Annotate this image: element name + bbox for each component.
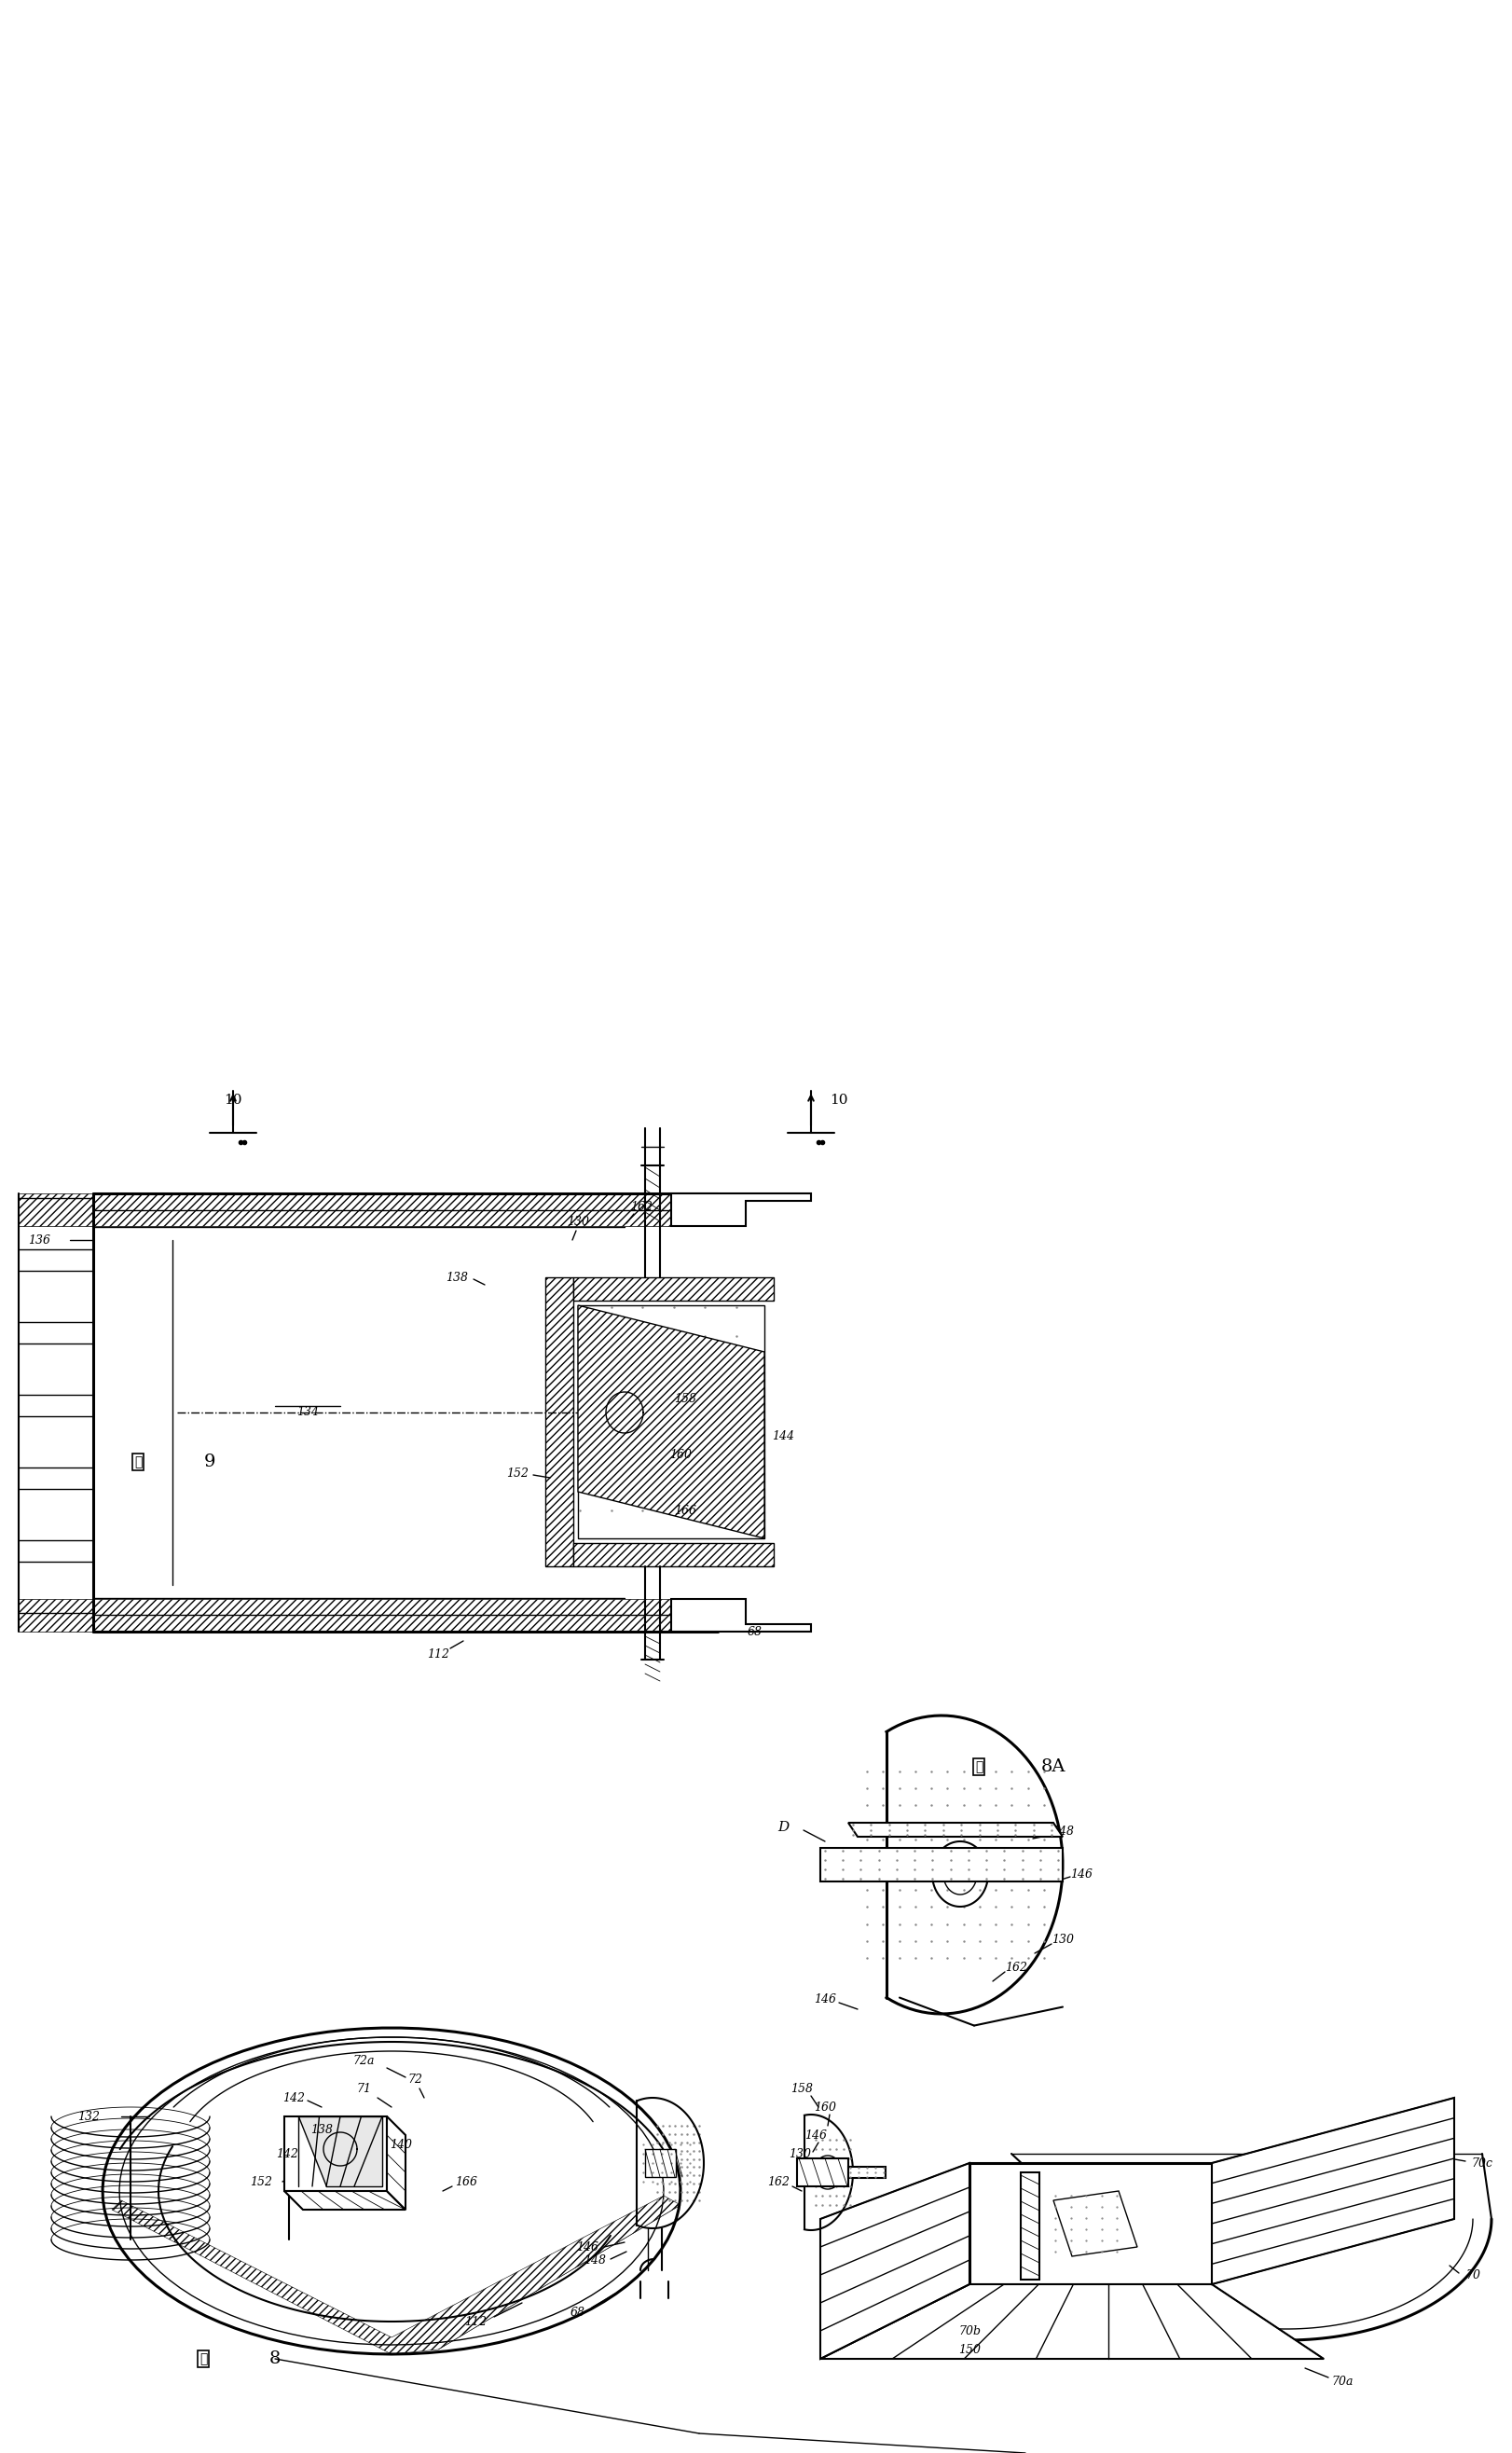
Polygon shape — [94, 1195, 671, 1226]
Text: 8A: 8A — [1042, 1759, 1066, 1776]
Text: 146: 146 — [576, 2242, 599, 2252]
Polygon shape — [112, 2195, 680, 2355]
Polygon shape — [671, 1195, 810, 1226]
Polygon shape — [18, 1599, 94, 1631]
Text: 136: 136 — [27, 1234, 50, 1246]
Text: 148: 148 — [584, 2254, 606, 2267]
Text: 112: 112 — [464, 2316, 487, 2328]
Polygon shape — [387, 2117, 405, 2210]
Text: 70a: 70a — [1332, 2377, 1353, 2389]
Text: 70b: 70b — [959, 2325, 981, 2338]
Text: 146: 146 — [813, 1994, 836, 2007]
Text: 8: 8 — [269, 2350, 281, 2367]
Text: 158: 158 — [674, 1393, 697, 1406]
Text: 152: 152 — [507, 1467, 529, 1479]
Text: 130: 130 — [789, 2149, 810, 2159]
Text: 166: 166 — [455, 2176, 478, 2188]
Text: 138: 138 — [310, 2124, 333, 2137]
Text: 146: 146 — [1070, 1867, 1093, 1879]
Text: 152: 152 — [249, 2176, 272, 2188]
Polygon shape — [546, 1278, 573, 1567]
Text: 70: 70 — [1465, 2269, 1480, 2281]
Polygon shape — [1021, 2173, 1039, 2279]
Text: 160: 160 — [670, 1447, 691, 1460]
Polygon shape — [1211, 2097, 1455, 2284]
Text: 10: 10 — [224, 1094, 242, 1106]
Polygon shape — [646, 2149, 676, 2176]
Polygon shape — [821, 1847, 1063, 1881]
Polygon shape — [848, 2166, 886, 2178]
Text: 70c: 70c — [1471, 2156, 1492, 2168]
Polygon shape — [18, 1195, 94, 1226]
Text: 166: 166 — [674, 1504, 697, 1516]
Polygon shape — [1054, 2191, 1137, 2257]
Polygon shape — [969, 2164, 1211, 2284]
Text: 162: 162 — [767, 2176, 789, 2188]
Polygon shape — [298, 2117, 383, 2186]
Text: 68: 68 — [570, 2306, 585, 2318]
Polygon shape — [578, 1305, 765, 1538]
Text: 146: 146 — [804, 2129, 827, 2141]
Text: 图: 图 — [200, 2352, 207, 2365]
Polygon shape — [573, 1543, 774, 1567]
Polygon shape — [578, 1305, 765, 1538]
Text: 160: 160 — [813, 2102, 836, 2112]
Text: 72a: 72a — [352, 2056, 375, 2065]
Text: 72: 72 — [407, 2073, 422, 2085]
Polygon shape — [438, 2205, 680, 2350]
Polygon shape — [848, 1823, 1063, 1837]
Text: 图: 图 — [135, 1455, 142, 1469]
Polygon shape — [671, 1599, 810, 1631]
Text: D: D — [777, 1820, 789, 1835]
Text: 144: 144 — [771, 1430, 794, 1442]
Text: 68: 68 — [747, 1626, 762, 1639]
Text: 130: 130 — [1051, 1933, 1074, 1945]
Polygon shape — [797, 2159, 848, 2186]
Polygon shape — [573, 1278, 774, 1300]
Text: 71: 71 — [357, 2083, 370, 2095]
Text: 138: 138 — [446, 1271, 467, 1283]
Text: 图: 图 — [975, 1761, 983, 1774]
Text: 140: 140 — [390, 2139, 413, 2151]
Text: 10: 10 — [830, 1094, 848, 1106]
Polygon shape — [284, 2191, 405, 2210]
Polygon shape — [94, 1599, 671, 1631]
Polygon shape — [671, 1195, 810, 1226]
Text: 134: 134 — [296, 1406, 319, 1418]
Text: 142: 142 — [275, 2149, 298, 2159]
Text: 112: 112 — [426, 1648, 449, 1661]
Text: 158: 158 — [791, 2083, 813, 2095]
Polygon shape — [284, 2117, 387, 2191]
Text: 162: 162 — [631, 1202, 653, 1214]
Text: 130: 130 — [567, 1214, 590, 1226]
Text: 132: 132 — [77, 2110, 100, 2122]
Polygon shape — [671, 1599, 810, 1631]
Polygon shape — [821, 2164, 969, 2360]
Text: 162: 162 — [1005, 1962, 1027, 1972]
Polygon shape — [821, 2284, 1323, 2360]
Text: 142: 142 — [283, 2092, 305, 2105]
Text: 150: 150 — [959, 2343, 981, 2355]
Text: 9: 9 — [204, 1455, 216, 1469]
Text: 148: 148 — [1051, 1825, 1074, 1837]
